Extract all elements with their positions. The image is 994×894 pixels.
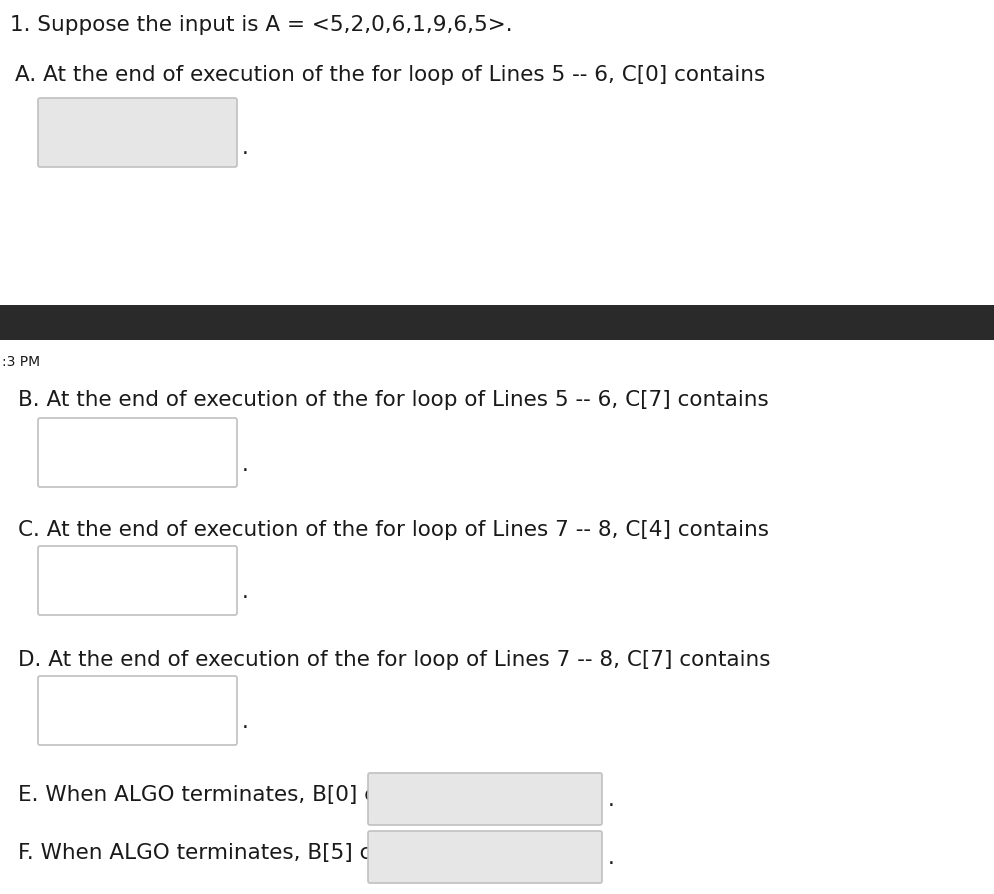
Text: :3 PM: :3 PM <box>2 355 40 369</box>
Text: E. When ALGO terminates, B[0] contains: E. When ALGO terminates, B[0] contains <box>18 785 455 805</box>
Text: .: . <box>242 582 248 602</box>
Text: B. At the end of execution of the for loop of Lines 5 -- 6, C[7] contains: B. At the end of execution of the for lo… <box>18 390 768 410</box>
Text: .: . <box>608 790 615 810</box>
FancyBboxPatch shape <box>38 98 237 167</box>
Bar <box>0 305 994 340</box>
FancyBboxPatch shape <box>38 546 237 615</box>
Text: .: . <box>242 712 248 732</box>
Text: 1. Suppose the input is A = <5,2,0,6,1,9,6,5>.: 1. Suppose the input is A = <5,2,0,6,1,9… <box>10 15 513 35</box>
FancyBboxPatch shape <box>368 773 602 825</box>
Text: F. When ALGO terminates, B[5] contains: F. When ALGO terminates, B[5] contains <box>18 843 450 863</box>
Text: .: . <box>608 848 615 868</box>
Text: .: . <box>242 138 248 158</box>
FancyBboxPatch shape <box>38 676 237 745</box>
Text: .: . <box>242 455 248 475</box>
Text: A. At the end of execution of the for loop of Lines 5 -- 6, C[0] contains: A. At the end of execution of the for lo… <box>15 65 765 85</box>
Text: C. At the end of execution of the for loop of Lines 7 -- 8, C[4] contains: C. At the end of execution of the for lo… <box>18 520 769 540</box>
FancyBboxPatch shape <box>38 418 237 487</box>
Text: D. At the end of execution of the for loop of Lines 7 -- 8, C[7] contains: D. At the end of execution of the for lo… <box>18 650 770 670</box>
FancyBboxPatch shape <box>368 831 602 883</box>
